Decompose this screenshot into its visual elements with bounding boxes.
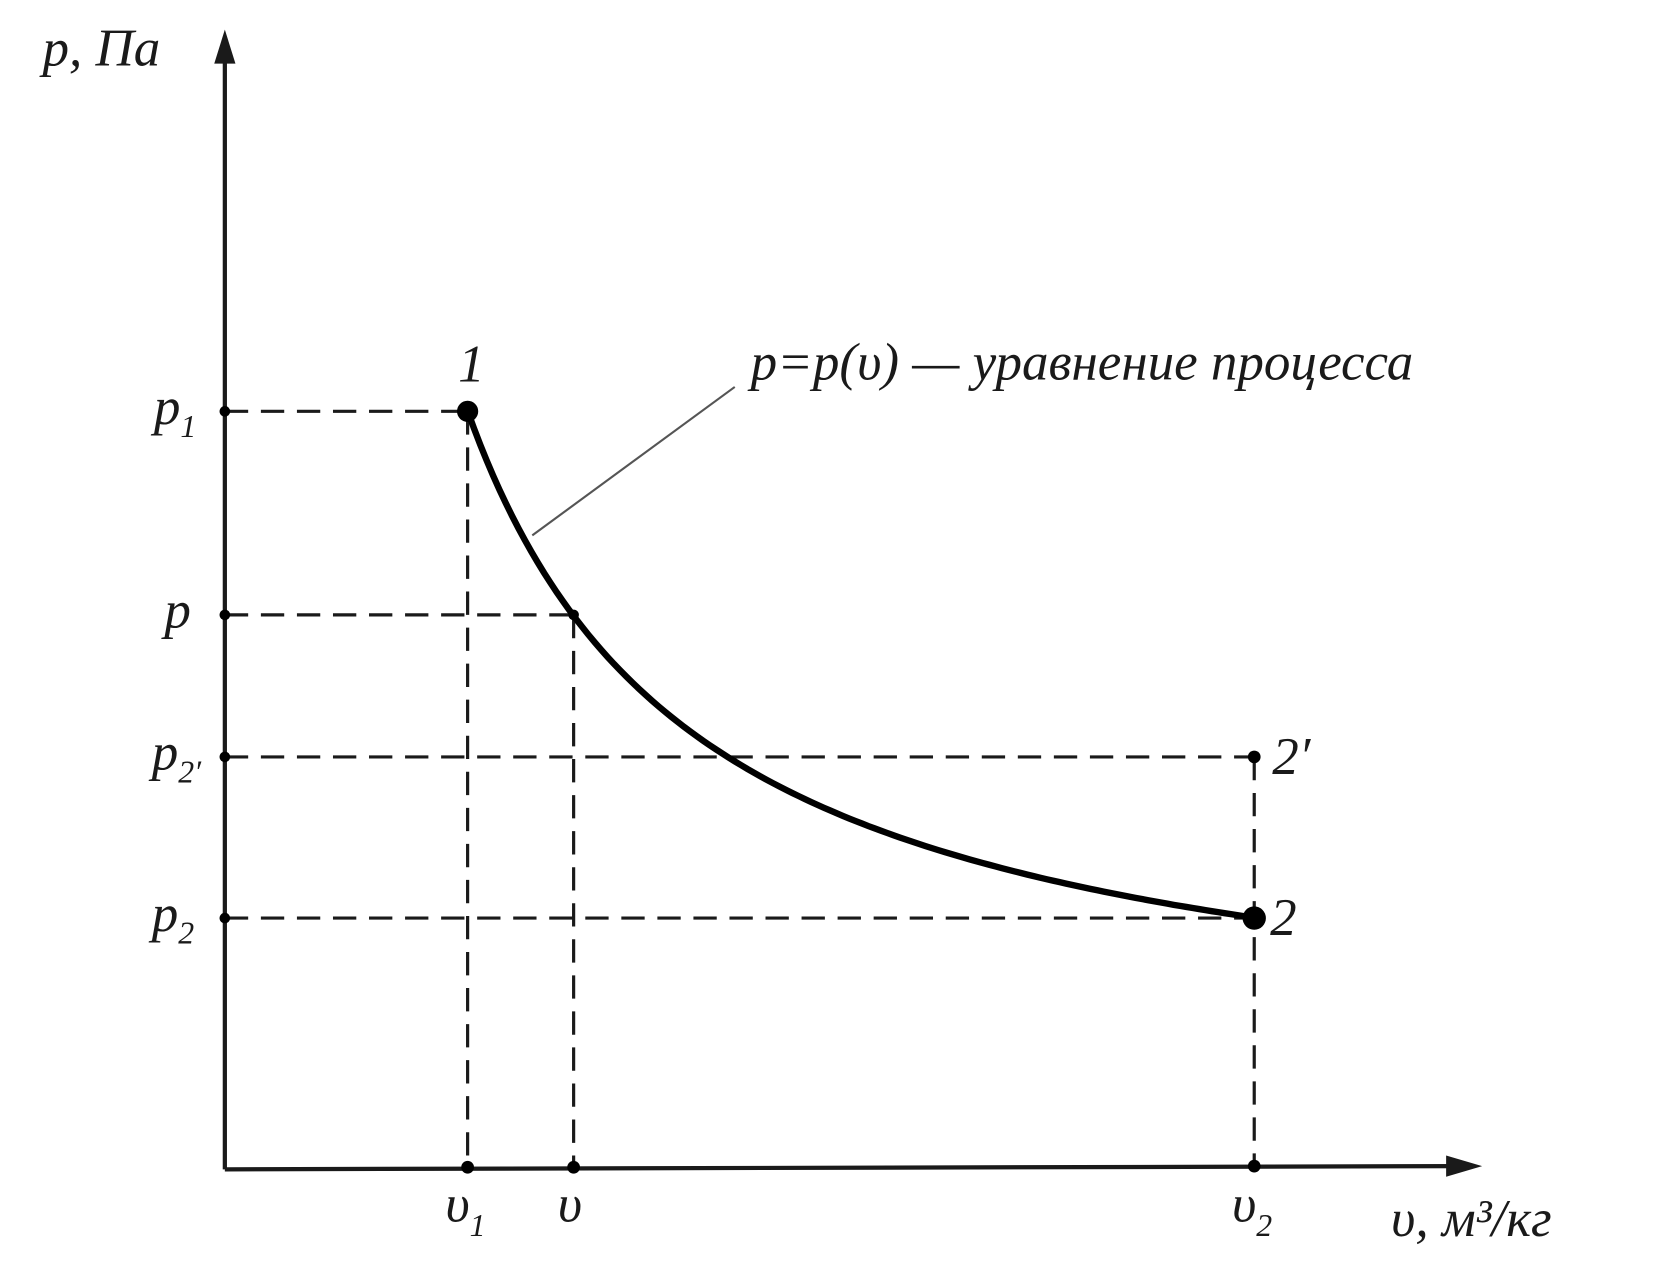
process-curve	[464, 409, 1255, 921]
dot	[568, 609, 579, 621]
x-tick-label: υ	[558, 1175, 582, 1233]
dot	[219, 912, 231, 924]
state-point	[457, 400, 479, 422]
y-tick-label: p1	[150, 378, 196, 444]
x-arrow	[1446, 1155, 1483, 1177]
point-label: 2	[1270, 889, 1297, 947]
dot	[567, 1160, 580, 1174]
y-tick-label: p2′	[148, 724, 202, 790]
dots	[219, 400, 1266, 1174]
x-axis-label: υ, м³/кг	[1391, 1190, 1552, 1248]
state-point	[1242, 906, 1266, 930]
dot	[219, 751, 231, 763]
dot	[1247, 1159, 1261, 1173]
point-label: 1	[458, 336, 485, 394]
point-label: 2′	[1272, 728, 1312, 786]
x-tick-label: υ2	[1232, 1175, 1272, 1243]
y-arrow	[214, 29, 236, 64]
guides	[224, 409, 1256, 1170]
dot	[219, 609, 231, 621]
annotation: p=p(υ) — уравнение процесса	[747, 334, 1414, 392]
dot	[461, 1160, 474, 1174]
state-point	[1247, 750, 1261, 764]
y-tick-label: p	[160, 582, 190, 640]
leader-line	[531, 386, 736, 537]
dot	[219, 406, 231, 417]
y-tick-label: p2	[148, 885, 195, 951]
x-axis	[224, 1164, 1458, 1172]
x-tick-label: υ1	[445, 1175, 485, 1243]
y-axis-label: p, Па	[39, 20, 161, 78]
